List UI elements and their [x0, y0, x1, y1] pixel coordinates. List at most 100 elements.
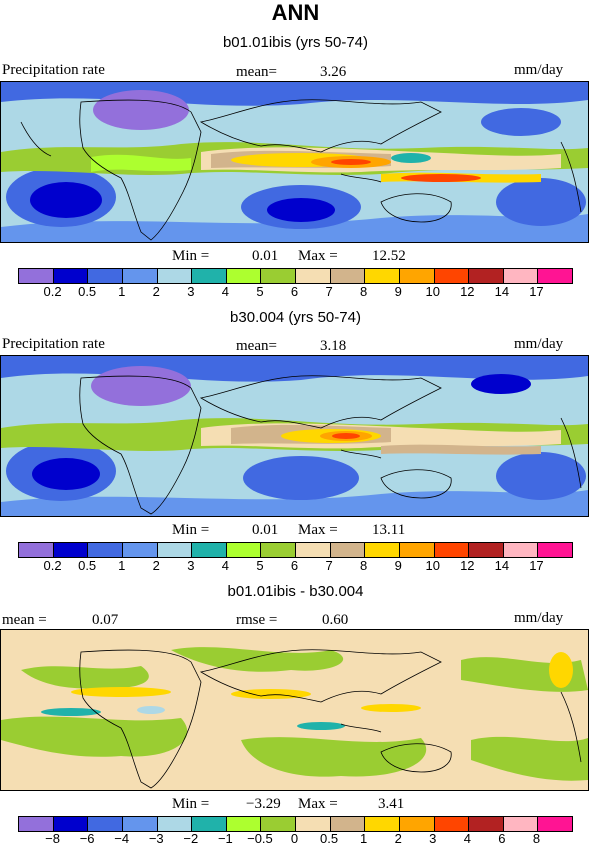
figure-title: ANN: [271, 0, 320, 25]
panel1-variable-label: Precipitation rate: [2, 62, 105, 78]
colorbar-tick-label: 17: [529, 558, 544, 573]
panel2-colorbar: [18, 542, 573, 558]
panel1-map-svg: [1, 82, 588, 242]
colorbar-tick-label: 7: [325, 284, 333, 299]
colorbar-swatch: [88, 543, 123, 557]
colorbar-swatch: [192, 817, 227, 831]
panel2-colorbar-ticks: 0.2 0.5 1 2 3 4 5 6 7 8 9 10 12 14 17: [18, 558, 571, 574]
colorbar-tick-label: 1: [118, 284, 126, 299]
panel3-min-label: Min =: [172, 796, 210, 812]
colorbar-tick-label: −4: [114, 831, 130, 846]
panel3-rmse-label: rmse =: [236, 612, 278, 628]
panel2-units: mm/day: [514, 336, 564, 352]
panel1-min-value: 0.01: [252, 248, 279, 264]
panel3-min-value: −3.29: [246, 796, 281, 812]
colorbar-swatch: [122, 817, 158, 831]
panel3-colorbar: [18, 816, 573, 832]
panel1-map: [0, 81, 589, 243]
colorbar-swatch: [434, 817, 470, 831]
colorbar-swatch: [53, 269, 89, 283]
colorbar-swatch: [469, 817, 504, 831]
colorbar-swatch: [296, 543, 331, 557]
colorbar-swatch: [399, 269, 435, 283]
colorbar-swatch: [88, 269, 123, 283]
colorbar-swatch: [469, 543, 504, 557]
panel2-map-svg: [1, 356, 588, 516]
colorbar-tick-label: 2: [394, 831, 402, 846]
colorbar-swatch: [261, 269, 296, 283]
colorbar-tick-label: −1: [217, 831, 233, 846]
colorbar-tick-label: 4: [463, 831, 471, 846]
panel3-rmse-value: 0.60: [322, 612, 349, 628]
panel2-mean-value: 3.18: [320, 338, 347, 354]
panel2-variable-label: Precipitation rate: [2, 336, 105, 352]
panel3-mean-label: mean =: [2, 612, 47, 628]
colorbar-swatch: [503, 543, 539, 557]
colorbar-swatch: [122, 269, 158, 283]
colorbar-swatch: [365, 269, 400, 283]
colorbar-swatch: [365, 817, 400, 831]
colorbar-swatch: [226, 817, 262, 831]
panel1-units: mm/day: [514, 62, 564, 78]
colorbar-swatch: [53, 817, 89, 831]
colorbar-swatch: [261, 543, 296, 557]
colorbar-swatch: [434, 543, 470, 557]
colorbar-swatch: [365, 543, 400, 557]
colorbar-tick-label: 8: [360, 558, 368, 573]
panel2-max-value: 13.11: [372, 522, 406, 538]
colorbar-swatch: [157, 269, 193, 283]
colorbar-tick-label: 6: [498, 831, 506, 846]
panel3-units: mm/day: [514, 610, 564, 626]
colorbar-swatch: [503, 269, 539, 283]
colorbar-tick-label: 5: [256, 284, 264, 299]
colorbar-swatch: [503, 817, 539, 831]
panel3-subtitle: b01.01ibis - b30.004: [227, 583, 364, 600]
colorbar-swatch: [157, 817, 193, 831]
colorbar-swatch: [19, 817, 54, 831]
colorbar-tick-label: 3: [187, 284, 195, 299]
colorbar-tick-label: 3: [429, 831, 437, 846]
colorbar-tick-label: 0.5: [320, 831, 339, 846]
colorbar-tick-label: 4: [221, 558, 229, 573]
colorbar-swatch: [399, 543, 435, 557]
colorbar-tick-label: 14: [494, 558, 510, 573]
colorbar-tick-label: 1: [360, 831, 368, 846]
colorbar-tick-label: 9: [394, 558, 402, 573]
colorbar-tick-label: 8: [532, 831, 541, 846]
panel2-max-label: Max =: [298, 522, 338, 538]
colorbar-tick-label: 2: [152, 284, 160, 299]
panel1-colorbar: [18, 268, 573, 284]
panel3-map-svg: [1, 630, 588, 790]
panel3-colorbar-ticks: −8 −6 −4 −3 −2 −1 −0.5 0 0.5 1 2 3 4 6 8: [18, 831, 571, 846]
colorbar-tick-label: 12: [460, 558, 475, 573]
colorbar-swatch: [53, 543, 89, 557]
colorbar-swatch: [88, 817, 123, 831]
panel1-max-label: Max =: [298, 248, 338, 264]
colorbar-swatch: [192, 543, 227, 557]
panel1-colorbar-ticks: 0.2 0.5 1 2 3 4 5 6 7 8 9 10 12 14 17: [18, 284, 571, 300]
colorbar-tick-label: 7: [325, 558, 333, 573]
colorbar-tick-label: 0.5: [78, 558, 97, 573]
colorbar-tick-label: 14: [494, 284, 510, 299]
colorbar-tick-label: 9: [394, 284, 402, 299]
colorbar-swatch: [19, 269, 54, 283]
panel2-mean-label: mean=: [236, 338, 277, 354]
colorbar-tick-label: 0.2: [43, 558, 62, 573]
colorbar-swatch: [157, 543, 193, 557]
colorbar-tick-label: 3: [187, 558, 195, 573]
panel3-max-value: 3.41: [378, 796, 405, 812]
colorbar-swatch: [19, 543, 54, 557]
panel1-subtitle: b01.01ibis (yrs 50-74): [222, 34, 369, 51]
colorbar-swatch: [226, 543, 262, 557]
colorbar-tick-label: 5: [256, 558, 264, 573]
panel1-min-label: Min =: [172, 248, 210, 264]
colorbar-tick-label: 6: [290, 558, 299, 573]
colorbar-swatch: [434, 269, 470, 283]
colorbar-tick-label: −6: [79, 831, 95, 846]
colorbar-swatch: [226, 269, 262, 283]
colorbar-tick-label: 17: [529, 284, 544, 299]
colorbar-swatch: [122, 543, 158, 557]
colorbar-swatch: [538, 269, 572, 283]
colorbar-tick-label: 6: [290, 284, 299, 299]
colorbar-tick-label: −3: [148, 831, 164, 846]
